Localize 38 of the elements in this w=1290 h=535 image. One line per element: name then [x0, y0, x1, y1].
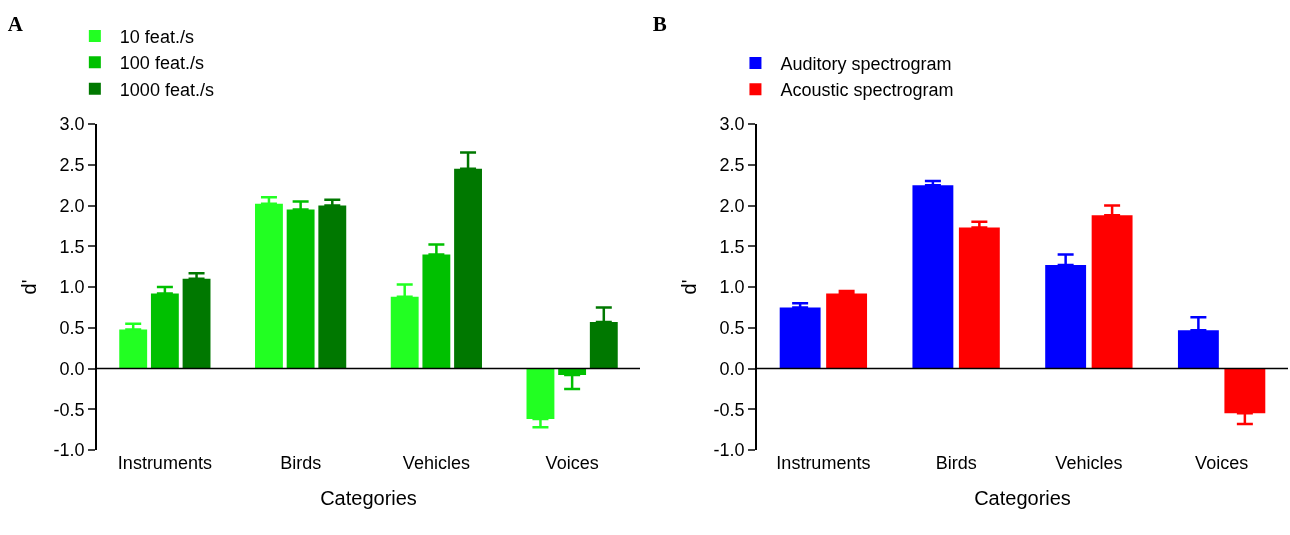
y-tick-label: -0.5	[53, 399, 85, 420]
y-tick-label: 1.0	[59, 277, 85, 298]
y-tick-label: 3.0	[59, 114, 85, 135]
y-axis-title: d'	[677, 279, 700, 295]
x-tick-label: Vehicles	[402, 453, 470, 473]
y-tick-label: 0.5	[59, 318, 85, 339]
x-tick-label: Birds	[935, 453, 977, 473]
x-tick-label: Birds	[280, 453, 322, 473]
legend-label: 100 feat./s	[119, 53, 204, 74]
y-axis-title: d'	[17, 279, 40, 295]
y-tick-label: 2.5	[59, 155, 85, 176]
x-tick-label: Instruments	[776, 453, 871, 473]
y-tick-label: 2.0	[719, 195, 745, 216]
x-axis-title: Categories	[974, 486, 1071, 509]
y-tick-label: 0.0	[719, 358, 745, 379]
y-tick-label: 1.0	[719, 277, 745, 298]
x-tick-label: Vehicles	[1055, 453, 1123, 473]
chart-title: B	[652, 11, 667, 36]
y-tick-label: -1.0	[713, 440, 745, 461]
y-tick-label: -1.0	[53, 440, 85, 461]
y-tick-label: 0.5	[719, 318, 745, 339]
legend-label: Auditory spectrogram	[780, 53, 952, 74]
x-axis-title: Categories	[320, 486, 417, 509]
y-tick-label: 2.5	[719, 155, 745, 176]
legend-label: 1000 feat./s	[119, 79, 214, 100]
x-tick-label: Instruments	[117, 453, 212, 473]
bar	[826, 293, 868, 369]
chart-title: A	[7, 11, 24, 36]
x-tick-label: Voices	[545, 453, 599, 473]
legend-label: Acoustic spectrogram	[780, 80, 954, 101]
y-tick-label: -0.5	[713, 399, 745, 420]
y-tick-label: 3.0	[719, 114, 745, 135]
legend-label: 10 feat./s	[119, 26, 194, 47]
y-tick-label: 2.0	[59, 195, 85, 216]
y-tick-label: 1.5	[59, 236, 85, 257]
y-tick-label: 1.5	[719, 236, 745, 257]
y-tick-label: 0.0	[59, 358, 85, 379]
x-tick-label: Voices	[1195, 453, 1249, 473]
